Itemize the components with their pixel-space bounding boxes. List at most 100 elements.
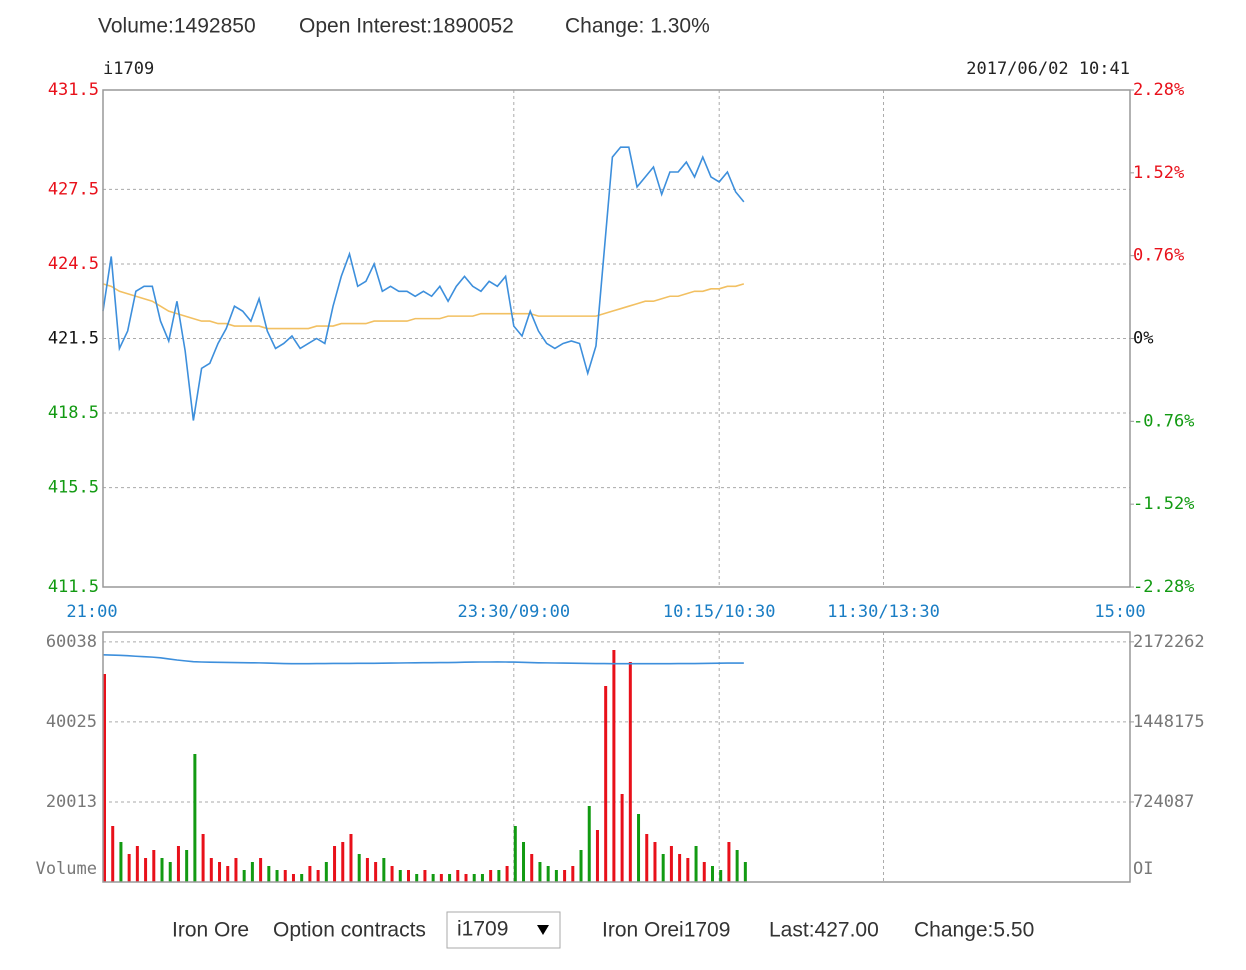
volume-bar	[554, 870, 558, 882]
volume-bar	[275, 870, 279, 882]
y-tick-label: 20013	[46, 792, 97, 812]
header-change: Change: 1.30%	[565, 15, 710, 38]
change: Change:5.50	[914, 919, 1034, 942]
volume-bar	[571, 866, 575, 882]
header-open-interest: Open Interest:1890052	[299, 15, 514, 38]
volume-bar	[735, 850, 739, 882]
y-tick-label: 411.5	[48, 577, 99, 597]
volume-bar	[530, 854, 534, 882]
y-tick-label: 415.5	[48, 478, 99, 498]
volume-bar	[382, 858, 386, 882]
volume-bar	[390, 866, 394, 882]
volume-bar	[546, 866, 550, 882]
volume-bar	[464, 874, 468, 882]
select-value[interactable]: i1709	[457, 918, 508, 941]
volume-bar	[234, 858, 238, 882]
volume-bar	[653, 842, 657, 882]
select-box[interactable]	[446, 911, 561, 949]
select-arrow[interactable]	[537, 925, 549, 935]
volume-bar	[144, 858, 148, 882]
volume-bar	[160, 858, 164, 882]
x-tick-label: 23:30/09:00	[458, 602, 571, 622]
volume-bar	[595, 830, 599, 882]
x-tick-label: 15:00	[1094, 602, 1145, 622]
y2-tick-label: -1.52%	[1133, 494, 1194, 514]
volume-bar	[620, 794, 624, 882]
volume-bar	[250, 862, 254, 882]
volume-bar	[669, 846, 673, 882]
market-label: Iron Ore	[172, 919, 249, 942]
volume-bar	[563, 870, 567, 882]
volume-bar	[415, 874, 419, 882]
y-tick-label: 431.5	[48, 80, 99, 100]
volume-bar	[710, 866, 714, 882]
volume-bar	[628, 662, 632, 882]
volume-bar	[176, 846, 180, 882]
volume-bar	[604, 686, 608, 882]
volume-bar	[201, 834, 205, 882]
y-tick-label: 427.5	[48, 179, 99, 199]
volume-bar	[267, 866, 271, 882]
volume-bar	[242, 870, 246, 882]
volume-bar	[423, 870, 427, 882]
timestamp: 2017/06/02 10:41	[966, 59, 1130, 79]
volume-bar	[374, 862, 378, 882]
volume-bar	[119, 842, 123, 882]
volume-bar	[431, 874, 435, 882]
volume-bar	[291, 874, 295, 882]
y-tick-label: 60038	[46, 632, 97, 652]
volume-bar	[661, 854, 665, 882]
volume-bar	[316, 870, 320, 882]
volume-bar	[308, 866, 312, 882]
volume-bar	[702, 862, 706, 882]
last-price: Last:427.00	[769, 919, 879, 942]
y-tick-label: 40025	[46, 712, 97, 732]
volume-bar	[513, 826, 517, 882]
volume-bar	[283, 870, 287, 882]
y2-tick-label: -2.28%	[1133, 577, 1194, 597]
volume-bar	[743, 862, 747, 882]
volume-bar	[209, 858, 213, 882]
volume-bar	[579, 850, 583, 882]
volume-bar	[406, 870, 410, 882]
volume-bar	[719, 870, 723, 882]
volume-bar	[324, 862, 328, 882]
option-label: Option contracts	[273, 919, 426, 942]
volume-bar	[349, 834, 353, 882]
volume-bar	[357, 854, 361, 882]
volume-bar	[678, 854, 682, 882]
volume-bar	[365, 858, 369, 882]
volume-bar	[456, 870, 460, 882]
series-line	[102, 283, 745, 330]
y-tick-label: 418.5	[48, 403, 99, 423]
y2-tick-label: 724087	[1133, 792, 1194, 812]
y2-tick-label: 1448175	[1133, 712, 1205, 732]
volume-bar	[448, 874, 452, 882]
volume-bar	[185, 850, 189, 882]
volume-bar	[333, 846, 337, 882]
oi-line	[102, 654, 744, 665]
contract-title: i1709	[103, 59, 154, 79]
volume-bar	[226, 866, 230, 882]
volume-bar	[694, 846, 698, 882]
x-tick-label: 11:30/13:30	[827, 602, 940, 622]
y2-tick-label: 0.76%	[1133, 246, 1184, 266]
price-frame	[102, 89, 1131, 588]
contract-select[interactable]: i1709	[446, 911, 561, 949]
y2-tick-label: 0%	[1133, 329, 1153, 349]
volume-bar	[398, 870, 402, 882]
volume-bar	[168, 862, 172, 882]
volume-bar	[193, 754, 197, 882]
series-line	[102, 146, 745, 421]
summary: Iron Orei1709	[602, 919, 730, 942]
volume-bar	[480, 874, 484, 882]
volume-bar	[472, 874, 476, 882]
volume-bar	[645, 834, 649, 882]
volume-frame	[102, 631, 1131, 883]
volume-bar	[612, 650, 616, 882]
volume-bar	[259, 858, 263, 882]
volume-bar	[135, 846, 139, 882]
y2-tick-label: -0.76%	[1133, 411, 1194, 431]
volume-bar	[538, 862, 542, 882]
